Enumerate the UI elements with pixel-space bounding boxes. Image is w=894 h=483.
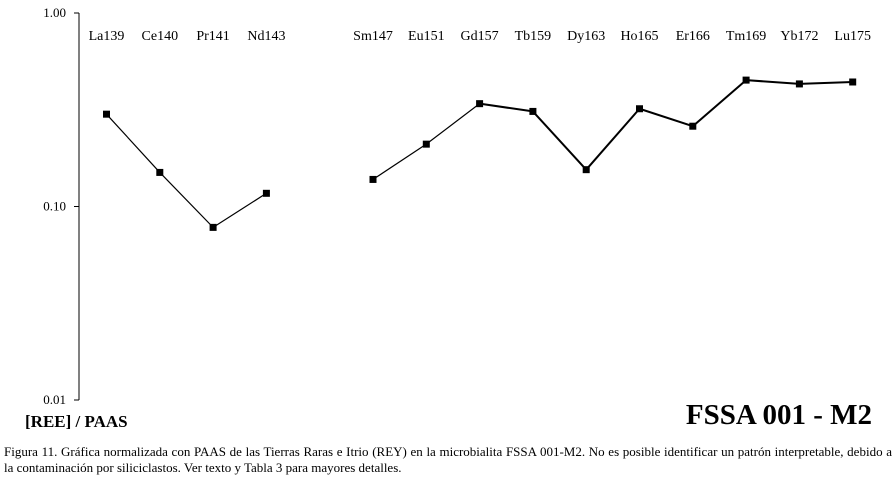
data-point-marker [209,223,217,231]
y-tick-label: 0.01 [43,392,66,407]
category-label: Pr141 [196,29,229,44]
series-line-segment [639,107,694,128]
data-point-marker [103,110,110,118]
category-label: Yb172 [780,29,818,44]
series-line-segment [212,192,267,228]
series-line-segment [532,110,587,171]
data-point-marker [156,168,164,176]
figure-caption: Figura 11. Gráfica normalizada con PAAS … [4,444,892,475]
y-tick-label: 1.00 [43,5,66,20]
y-tick-label: 0.10 [43,199,66,214]
data-point-marker [849,78,857,86]
y-axis-label: [REE] / PAAS [25,412,128,431]
category-label: Ce140 [142,29,179,44]
category-label: Lu175 [834,29,871,44]
data-point-marker [636,105,643,113]
category-label: Eu151 [408,29,445,44]
data-point-marker [369,175,377,183]
series-line-segment [692,79,747,127]
category-label: Tm169 [726,29,766,44]
chart-title: FSSA 001 - M2 [686,399,872,431]
category-label: La139 [89,29,125,44]
category-label: Ho165 [620,29,658,44]
chart: 1.00 0.10 0.01 La139 Ce140 Pr141 Nd143 Sm147 Eu… [25,5,872,431]
category-label: Dy163 [567,29,605,44]
series-line-segment [799,80,853,85]
data-point-marker [742,76,750,84]
category-label: Sm147 [353,29,393,44]
series-line-segment [372,143,427,180]
series-line-segment [425,103,480,145]
category-label: Er166 [676,29,710,44]
series-line-segment [479,102,534,113]
series-line-segment [585,108,641,171]
data-point-marker [795,80,803,88]
category-label: Tb159 [515,29,552,44]
data-point-marker [262,189,270,197]
series-line-segment [159,172,214,228]
data-point-marker [476,100,484,108]
series-line-segment [746,79,800,85]
data-point-marker [582,166,590,174]
category-label: Nd143 [247,29,285,44]
data-point-marker [529,107,537,115]
category-label: Gd157 [461,29,499,44]
data-point-marker [689,122,697,130]
series-line-segment [106,113,161,173]
data-point-marker [422,140,430,148]
